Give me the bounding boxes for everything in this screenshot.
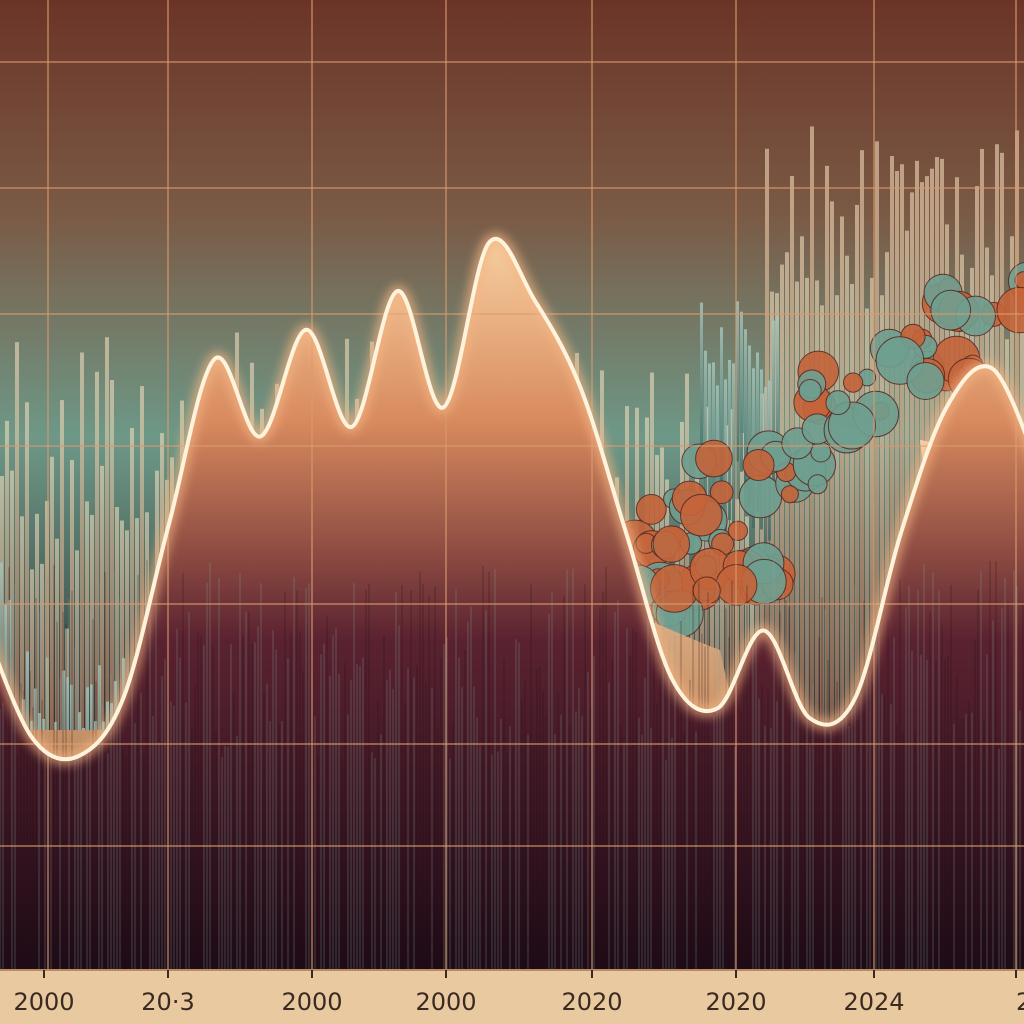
tree-cluster xyxy=(652,525,690,563)
tree-cluster xyxy=(692,576,721,605)
decor-spike xyxy=(100,465,104,970)
tree-cluster xyxy=(742,449,775,481)
x-tick-label: 2020 xyxy=(561,988,622,1016)
decor-spike xyxy=(110,380,114,970)
decor-spike xyxy=(810,126,814,970)
decor-spike xyxy=(855,204,859,970)
decor-spike xyxy=(800,236,804,970)
tree-cluster xyxy=(825,390,851,416)
tree-cluster xyxy=(930,289,972,331)
decor-spike xyxy=(825,165,829,970)
tree-cluster xyxy=(780,485,799,504)
teal-spike xyxy=(732,363,735,524)
teal-spike xyxy=(776,315,779,476)
decor-spike xyxy=(845,255,849,970)
tree-cluster xyxy=(695,439,733,478)
decor-spike xyxy=(875,141,879,971)
decor-spike xyxy=(95,371,99,970)
grid-lines xyxy=(0,0,1024,970)
tree-cluster xyxy=(680,493,723,537)
x-tick-label: 2000 xyxy=(415,988,476,1016)
x-axis-band xyxy=(0,970,1024,1024)
x-tick-label: 20·3 xyxy=(141,988,194,1016)
tree-cluster xyxy=(635,494,667,525)
decor-spike xyxy=(15,342,19,970)
decor-spike xyxy=(775,293,779,970)
decor-spike xyxy=(865,308,869,970)
decor-spike xyxy=(50,456,54,971)
decor-spike xyxy=(835,295,839,970)
x-axis-ticks: 2000 20·3 2000 2000 2020 2020 2024 202 xyxy=(13,970,1024,1016)
teal-spike xyxy=(744,329,747,490)
tree-cluster xyxy=(798,379,822,403)
teal-spike xyxy=(700,302,703,463)
decor-spike xyxy=(815,280,819,970)
decor-spike xyxy=(80,352,84,971)
teal-spike xyxy=(720,327,723,488)
tree-cluster xyxy=(906,362,945,400)
decor-spike xyxy=(780,264,784,970)
x-tick-label: 2020 xyxy=(705,988,766,1016)
decor-spike xyxy=(105,337,109,970)
x-tick-label: 202 xyxy=(1016,988,1024,1016)
decor-spike xyxy=(830,201,834,970)
x-tick-label: 2000 xyxy=(281,988,342,1016)
teal-spike xyxy=(740,311,743,472)
x-tick-label: 2000 xyxy=(13,988,74,1016)
vertical-hatching xyxy=(0,560,1024,970)
teal-spike xyxy=(728,359,731,520)
decor-spike xyxy=(820,305,824,970)
x-tick-label: 2024 xyxy=(843,988,904,1016)
teal-spike xyxy=(736,301,739,462)
teal-spike xyxy=(748,345,751,506)
teal-spike xyxy=(0,562,3,723)
decor-spike xyxy=(850,284,854,970)
series-line xyxy=(0,237,1024,762)
tree-cluster xyxy=(807,474,828,495)
tree-cluster xyxy=(996,286,1024,334)
tree-cluster xyxy=(709,480,734,505)
teal-spike xyxy=(704,350,707,511)
teal-spike xyxy=(756,352,759,513)
decor-spike xyxy=(795,281,799,970)
decor-spike xyxy=(785,252,789,970)
decor-spike xyxy=(860,150,864,971)
decor-spike xyxy=(840,216,844,971)
teal-spike xyxy=(772,320,775,481)
tree-cluster xyxy=(843,372,864,393)
decor-spike xyxy=(805,277,809,970)
tree-cluster xyxy=(810,441,832,463)
tree-cluster xyxy=(727,520,749,541)
